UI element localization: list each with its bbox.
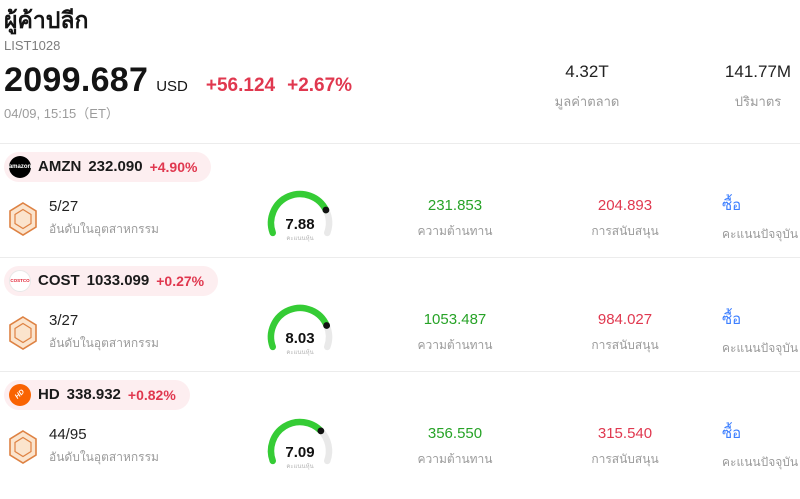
stock-price: 1033.099 [86,272,150,290]
svg-text:8.03: 8.03 [285,330,314,347]
logo-text: HD [13,388,27,401]
signal-cell: ซื้อ คะแนนปัจจุบัน [705,193,800,244]
support-label: การสนับสนุน [591,223,659,238]
price-row: 2099.687 USD +56.124 +2.67% [4,61,790,100]
price-change: +56.124 +2.67% [206,75,352,97]
stock-score-gauge: 8.03 คะแนนหุ้น [235,302,365,364]
ticker-symbol: HD [38,386,60,404]
stock-price: 338.932 [66,386,121,404]
stock-price: 232.090 [88,158,143,176]
svg-text:คะแนนหุ้น: คะแนนหุ้น [286,349,313,356]
industry-rank-label: อันดับในอุตสาหกรรม [49,222,159,237]
industry-rank-label: อันดับในอุตสาหกรรม [49,450,159,465]
page-title: ผู้ค้าปลีก [4,7,89,33]
amazon-logo: amazon [9,155,31,178]
rank-badge-icon [9,201,37,236]
stock-section-cost: COSTCO COST 1033.099 +0.27% 3/27 อันดับใ… [0,256,800,371]
support-value: 315.540 [597,424,653,442]
signal-cell: ซื้อ คะแนนปัจจุบัน [705,421,800,472]
home-depot-logo: HD [9,383,31,406]
logo-text: COSTCO [10,278,30,284]
ticker-symbol: COST [38,272,80,290]
stock-list: amazon AMZN 232.090 +4.90% 5/27 อันดับใน… [0,142,800,485]
resistance-cell: 1053.487 ความต้านทาน [365,311,545,355]
current-score-label: คะแนนปัจจุบัน [722,455,799,470]
industry-rank-cell: 5/27 อันดับในอุตสาหกรรม [8,198,235,239]
signal-cell: ซื้อ คะแนนปัจจุบัน [705,307,800,358]
industry-rank-label: อันดับในอุตสาหกรรม [49,336,159,351]
buy-link[interactable]: ซื้อ [722,311,742,329]
buy-link[interactable]: ซื้อ [722,425,742,443]
resistance-value: 356.550 [427,424,483,442]
quote-timestamp: 04/09, 15:15（ET） [4,105,119,121]
market-cap-value: 4.32T [565,62,609,81]
support-label: การสนับสนุน [591,451,659,466]
stock-section-hd: HD HD 338.932 +0.82% 44/95 อันดับในอุตสา… [0,370,800,485]
stock-detail-row: 3/27 อันดับในอุตสาหกรรม 8.03 คะแนนหุ้น 10… [0,296,800,364]
list-id: LIST1028 [4,37,61,53]
price-change-pct: +2.67% [287,74,353,96]
svg-text:7.88: 7.88 [285,216,314,233]
svg-text:7.09: 7.09 [285,444,314,461]
stock-score-gauge: 7.88 คะแนนหุ้น [235,188,365,250]
resistance-label: ความต้านทาน [417,337,493,352]
stock-header-pill[interactable]: HD HD 338.932 +0.82% [4,379,190,410]
ticker-symbol: AMZN [38,158,82,176]
index-header: ผู้ค้าปลีก LIST1028 2099.687 USD +56.124… [0,0,800,122]
industry-rank-value: 3/27 [49,312,79,330]
index-price: 2099.687 [4,60,149,99]
volume-label: ปริมาตร [734,94,782,109]
resistance-value: 1053.487 [423,310,487,328]
stock-header-pill[interactable]: COSTCO COST 1033.099 +0.27% [4,265,219,296]
support-cell: 204.893 การสนับสนุน [545,197,705,241]
price-change-abs: +56.124 [205,74,276,96]
svg-text:คะแนนหุ้น: คะแนนหุ้น [286,463,313,470]
current-score-label: คะแนนปัจจุบัน [722,341,799,356]
market-cap-stat: 4.32T มูลค่าตลาด [536,62,638,112]
industry-rank-cell: 44/95 อันดับในอุตสาหกรรม [8,426,235,467]
market-cap-label: มูลค่าตลาด [554,94,620,109]
buy-link[interactable]: ซื้อ [722,197,742,215]
rank-badge-icon [9,315,37,350]
support-cell: 984.027 การสนับสนุน [545,311,705,355]
volume-value: 141.77M [724,62,792,81]
industry-rank-value: 5/27 [49,198,79,216]
stock-change-pct: +0.27% [156,272,205,289]
resistance-cell: 356.550 ความต้านทาน [365,425,545,469]
logo-text: amazon [9,163,31,170]
industry-rank-cell: 3/27 อันดับในอุตสาหกรรม [8,312,235,353]
stock-score-gauge: 7.09 คะแนนหุ้น [235,416,365,478]
support-value: 204.893 [597,196,653,214]
resistance-label: ความต้านทาน [417,223,493,238]
stock-header-pill[interactable]: amazon AMZN 232.090 +4.90% [4,151,212,182]
stock-detail-row: 5/27 อันดับในอุตสาหกรรม 7.88 คะแนนหุ้น 23… [0,182,800,250]
stock-section-amzn: amazon AMZN 232.090 +4.90% 5/27 อันดับใน… [0,142,800,257]
industry-rank-value: 44/95 [49,426,87,444]
stock-change-pct: +0.82% [127,386,176,403]
currency-label: USD [156,77,188,95]
current-score-label: คะแนนปัจจุบัน [722,227,799,242]
support-value: 984.027 [597,310,653,328]
volume-stat: 141.77M ปริมาตร [712,62,800,112]
costco-logo: COSTCO [9,269,31,292]
stock-change-pct: +4.90% [149,158,198,175]
rank-badge-icon [9,429,37,464]
stock-detail-row: 44/95 อันดับในอุตสาหกรรม 7.09 คะแนนหุ้น 3… [0,410,800,478]
svg-text:คะแนนหุ้น: คะแนนหุ้น [286,235,313,242]
resistance-cell: 231.853 ความต้านทาน [365,197,545,241]
support-label: การสนับสนุน [591,337,659,352]
resistance-value: 231.853 [427,196,483,214]
support-cell: 315.540 การสนับสนุน [545,425,705,469]
resistance-label: ความต้านทาน [417,451,493,466]
